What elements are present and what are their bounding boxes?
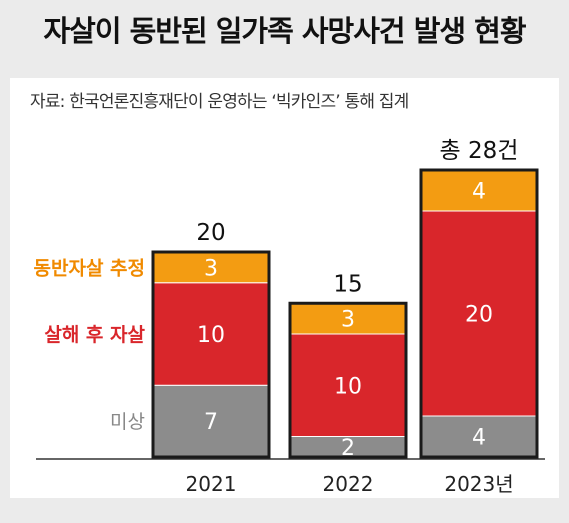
bar-segment — [420, 169, 538, 212]
chart-title: 자살이 동반된 일가족 사망사건 발생 현황 — [43, 14, 526, 48]
data-label: 10 — [334, 374, 362, 399]
source-note: 자료: 한국언론진흥재단이 운영하는 ‘빅카인즈’ 통해 집계 — [30, 92, 409, 112]
bar-outline — [419, 168, 539, 459]
data-label: 10 — [197, 323, 225, 348]
bar-segment — [420, 210, 538, 417]
data-label: 20 — [465, 303, 493, 328]
total-label: 15 — [333, 271, 362, 297]
category-label: 2023년 — [444, 472, 513, 496]
category-label: 2021 — [186, 472, 237, 496]
legend-label: 살해 후 자살 — [44, 324, 145, 346]
bar-outline — [151, 250, 271, 459]
data-label: 2 — [341, 436, 355, 461]
bar-segment — [152, 251, 270, 284]
legend-label: 미상 — [110, 411, 145, 433]
legend-label: 동반자살 추정 — [34, 257, 146, 279]
bar-segment — [152, 282, 270, 386]
data-label: 4 — [472, 180, 486, 205]
data-label: 3 — [341, 308, 355, 333]
category-label: 2022 — [323, 472, 374, 496]
bar-segment — [289, 333, 407, 437]
total-label: 20 — [196, 220, 225, 246]
bar-outline — [288, 301, 408, 459]
data-label: 4 — [472, 426, 486, 451]
data-label: 3 — [204, 256, 218, 281]
data-label: 7 — [204, 410, 218, 435]
total-label: 총 28건 — [440, 138, 519, 164]
bar-segment — [289, 302, 407, 335]
